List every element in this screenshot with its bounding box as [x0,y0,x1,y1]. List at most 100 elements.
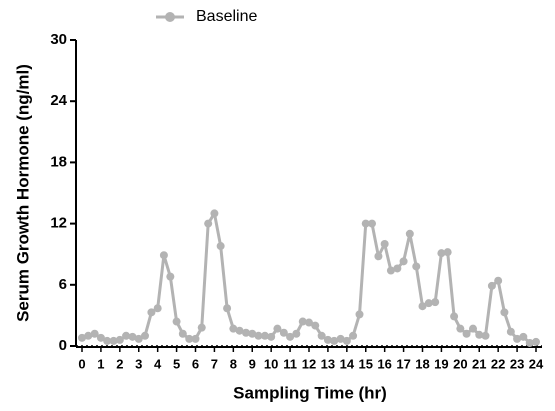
x-tick-label: 21 [472,356,486,371]
data-point [197,323,206,332]
data-point [260,331,269,340]
data-point [469,324,478,333]
data-point [159,251,168,260]
data-point [153,304,162,313]
data-point [519,332,528,341]
data-point [330,336,339,345]
y-tick-label: 6 [59,276,67,293]
data-point [178,329,187,338]
data-point [147,308,156,317]
data-point [90,329,99,338]
x-tick-label: 8 [230,356,237,371]
x-tick-label: 20 [453,356,467,371]
data-point [405,229,414,238]
data-point [311,321,320,330]
x-tick-label: 4 [154,356,162,371]
x-tick-label: 10 [264,356,278,371]
data-point [298,317,307,326]
data-point [506,327,515,336]
legend-label: Baseline [196,8,257,25]
data-point [248,329,257,338]
x-tick-label: 5 [173,356,180,371]
data-point [279,328,288,337]
x-tick-label: 9 [249,356,256,371]
data-point [216,242,225,251]
data-point [424,299,433,308]
x-tick-label: 18 [415,356,429,371]
data-point [374,252,383,261]
data-point [361,219,370,228]
x-tick-label: 14 [340,356,355,371]
data-point [273,324,282,333]
data-point [128,332,137,341]
data-point [349,331,358,340]
data-point [78,333,86,342]
y-tick-label: 24 [50,92,67,109]
data-point [386,266,395,275]
data-point [172,317,181,326]
data-point [140,331,149,340]
data-point [532,337,540,346]
data-point [412,262,421,271]
x-tick-label: 16 [377,356,391,371]
data-point [292,329,301,338]
y-tick-label: 0 [59,337,67,354]
data-point [525,338,534,347]
data-point [481,331,490,340]
x-tick-label: 23 [510,356,524,371]
data-point [380,240,389,248]
x-tick-label: 1 [97,356,104,371]
x-tick-label: 13 [321,356,335,371]
data-point [191,334,200,343]
x-tick-label: 15 [359,356,373,371]
data-point [500,308,509,317]
data-point [450,312,459,321]
x-tick-label: 22 [491,356,505,371]
data-point [431,298,440,307]
data-point [418,302,427,311]
x-tick-label: 12 [302,356,316,371]
y-tick-label: 12 [50,215,67,232]
data-point [122,331,131,340]
data-point [210,209,219,218]
data-point [242,328,251,337]
data-point [487,281,496,290]
data-point [443,248,452,257]
data-point [393,264,402,273]
data-point [342,336,351,345]
data-point [462,329,471,338]
y-tick-label: 18 [50,153,67,170]
data-point [235,326,244,335]
x-tick-label: 2 [116,356,123,371]
data-point [367,219,376,228]
data-point [204,219,213,228]
x-tick-label: 24 [529,356,544,371]
data-point [109,336,118,345]
data-point [103,336,112,345]
x-axis-title: Sampling Time (hr) [233,383,387,402]
x-tick-label: 0 [78,356,85,371]
y-tick-label: 30 [50,31,67,48]
data-point [134,334,143,343]
data-point [494,276,503,285]
data-point [456,324,465,333]
legend-marker [165,12,175,22]
data-point [475,330,484,339]
data-point [185,334,194,343]
x-tick-label: 11 [283,356,297,371]
data-point [336,334,345,343]
data-point [286,332,295,341]
x-tick-label: 3 [135,356,142,371]
x-tick-label: 7 [211,356,218,371]
data-point [223,304,232,313]
data-point [305,318,313,327]
data-point [513,334,522,343]
data-point [229,324,238,333]
data-point [437,249,446,258]
data-point [115,335,124,344]
data-point [84,331,93,340]
data-point [355,310,364,319]
x-tick-label: 19 [434,356,448,371]
data-point [317,331,326,340]
